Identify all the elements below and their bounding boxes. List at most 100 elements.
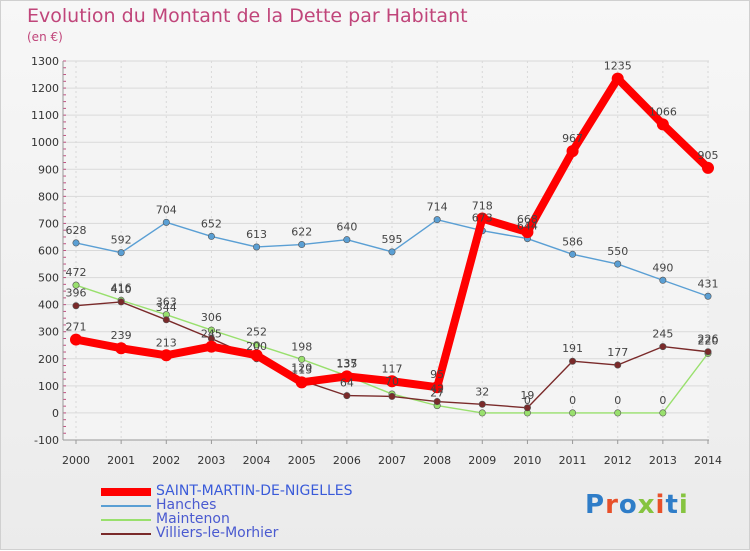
data-label: 252 — [246, 326, 267, 339]
data-label: 19 — [520, 389, 534, 402]
data-point — [207, 326, 215, 334]
data-point — [521, 226, 534, 239]
legend-label: Hanches — [156, 497, 217, 513]
y-tick-label: 500 — [38, 272, 59, 285]
data-label: 113 — [291, 363, 312, 376]
data-label: 117 — [382, 362, 403, 375]
data-point — [656, 118, 669, 131]
data-label: 32 — [475, 385, 489, 398]
legend-item: Villiers-le-Morhier — [101, 525, 401, 542]
data-point — [431, 381, 444, 394]
data-label: 226 — [698, 333, 719, 346]
legend-item: Hanches — [101, 497, 401, 514]
data-point — [70, 333, 82, 346]
x-tick-label: 2008 — [423, 454, 451, 467]
data-label: 0 — [614, 394, 621, 407]
data-label: 198 — [291, 340, 312, 353]
data-point — [72, 239, 80, 247]
data-label: 613 — [246, 228, 267, 241]
data-label: 42 — [430, 383, 444, 396]
data-label: 245 — [201, 328, 222, 341]
data-point — [704, 292, 712, 300]
data-point — [386, 375, 398, 388]
data-label: 220 — [698, 334, 719, 347]
data-point — [659, 343, 667, 351]
data-point — [569, 357, 577, 365]
data-point — [160, 349, 173, 362]
data-point — [659, 409, 667, 417]
data-point — [614, 361, 622, 369]
data-point — [704, 348, 712, 356]
x-tick-label: 2004 — [243, 454, 271, 467]
legend-item: SAINT-MARTIN-DE-NIGELLES — [101, 483, 401, 500]
y-tick-label: 900 — [38, 163, 59, 176]
x-tick-label: 2009 — [468, 454, 496, 467]
legend-swatch — [101, 533, 151, 535]
data-label: 586 — [562, 235, 583, 248]
data-point — [566, 145, 579, 158]
data-label: 714 — [427, 201, 448, 214]
data-label: 410 — [111, 283, 132, 296]
y-tick-label: 600 — [38, 245, 59, 258]
x-tick-label: 2013 — [649, 454, 677, 467]
legend-label: Villiers-le-Morhier — [156, 525, 279, 541]
x-tick-label: 2003 — [197, 454, 225, 467]
data-point — [388, 248, 396, 256]
x-tick-label: 2006 — [333, 454, 361, 467]
data-point — [611, 72, 624, 85]
data-point — [253, 341, 261, 349]
x-tick-label: 2002 — [152, 454, 180, 467]
y-tick-label: -100 — [34, 434, 59, 447]
data-label: 967 — [562, 132, 583, 145]
data-label: 718 — [472, 200, 493, 213]
data-label: 472 — [66, 266, 87, 279]
x-tick-label: 2010 — [513, 454, 541, 467]
y-tick-label: 1200 — [31, 82, 59, 95]
x-tick-label: 2014 — [694, 454, 722, 467]
data-label: 271 — [66, 321, 87, 334]
data-label: 27 — [430, 387, 444, 400]
y-tick-label: 800 — [38, 190, 59, 203]
data-label: 213 — [156, 336, 177, 349]
x-tick-label: 2012 — [604, 454, 632, 467]
data-point — [205, 340, 218, 353]
data-label: 0 — [524, 394, 531, 407]
data-label: 416 — [111, 281, 132, 294]
y-tick-label: 400 — [38, 299, 59, 312]
legend-label: SAINT-MARTIN-DE-NIGELLES — [156, 483, 353, 499]
data-point — [250, 349, 263, 362]
y-tick-label: 1100 — [31, 109, 59, 122]
data-point — [569, 409, 577, 417]
data-point — [343, 392, 351, 400]
data-point — [388, 392, 396, 400]
data-point — [117, 298, 125, 306]
x-tick-label: 2001 — [107, 454, 135, 467]
y-tick-label: 700 — [38, 217, 59, 230]
data-label: 704 — [156, 203, 177, 216]
data-label: 905 — [698, 149, 719, 162]
data-label: 628 — [66, 224, 87, 237]
y-tick-label: 100 — [38, 380, 59, 393]
data-point — [298, 355, 306, 363]
data-label: 306 — [201, 311, 222, 324]
data-label: 200 — [246, 340, 267, 353]
data-point — [72, 302, 80, 310]
data-label: 595 — [382, 233, 403, 246]
data-point — [117, 249, 125, 257]
chart-title: Evolution du Montant de la Dette par Hab… — [27, 5, 468, 27]
data-label: 1066 — [649, 105, 677, 118]
data-label: 673 — [472, 212, 493, 225]
data-label: 592 — [111, 234, 132, 247]
legend-swatch — [101, 519, 151, 521]
data-point — [478, 400, 486, 408]
legend-item: Maintenon — [101, 511, 401, 528]
data-label: 644 — [517, 220, 538, 233]
y-tick-label: 300 — [38, 326, 59, 339]
data-label: 652 — [201, 217, 222, 230]
data-label: 120 — [291, 361, 312, 374]
data-label: 0 — [659, 394, 666, 407]
data-label: 344 — [156, 301, 177, 314]
legend-label: Maintenon — [156, 511, 230, 527]
